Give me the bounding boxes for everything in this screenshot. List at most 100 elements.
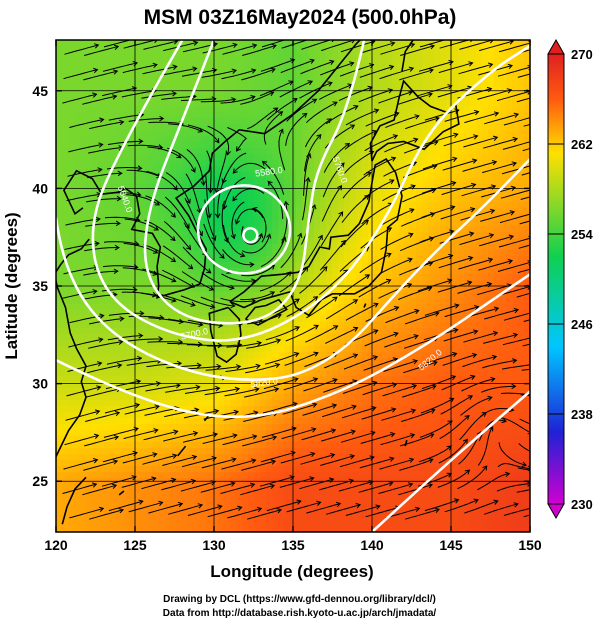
field-cell <box>224 40 231 47</box>
field-cell <box>308 406 315 413</box>
field-cell <box>122 154 129 161</box>
field-cell <box>200 316 207 323</box>
field-cell <box>104 454 111 461</box>
field-cell <box>140 178 147 185</box>
field-cell <box>278 244 285 251</box>
field-cell <box>206 136 213 143</box>
field-cell <box>386 442 393 449</box>
field-cell <box>302 208 309 215</box>
field-cell <box>116 76 123 83</box>
field-cell <box>392 88 399 95</box>
field-cell <box>308 136 315 143</box>
field-cell <box>80 514 87 521</box>
field-cell <box>224 88 231 95</box>
field-cell <box>380 316 387 323</box>
field-cell <box>266 454 273 461</box>
field-cell <box>56 52 63 59</box>
field-cell <box>170 46 177 53</box>
field-cell <box>380 226 387 233</box>
field-cell <box>236 40 243 47</box>
field-cell <box>362 214 369 221</box>
field-cell <box>200 424 207 431</box>
field-cell <box>62 376 69 383</box>
field-cell <box>122 268 129 275</box>
field-cell <box>146 406 153 413</box>
field-cell <box>86 514 93 521</box>
field-cell <box>80 64 87 71</box>
field-cell <box>152 238 159 245</box>
field-cell <box>254 148 261 155</box>
field-cell <box>164 112 171 119</box>
field-cell <box>242 148 249 155</box>
field-cell <box>362 178 369 185</box>
field-cell <box>152 196 159 203</box>
field-cell <box>110 424 117 431</box>
field-cell <box>332 82 339 89</box>
field-cell <box>110 76 117 83</box>
field-cell <box>374 508 381 515</box>
field-cell <box>362 394 369 401</box>
field-cell <box>104 520 111 527</box>
field-cell <box>218 352 225 359</box>
field-cell <box>230 82 237 89</box>
field-cell <box>386 76 393 83</box>
field-cell <box>416 328 423 335</box>
field-cell <box>74 190 81 197</box>
field-cell <box>302 298 309 305</box>
field-cell <box>314 286 321 293</box>
field-cell <box>86 274 93 281</box>
field-cell <box>218 406 225 413</box>
field-cell <box>350 166 357 173</box>
field-cell <box>224 160 231 167</box>
field-cell <box>314 442 321 449</box>
field-cell <box>86 448 93 455</box>
field-cell <box>410 268 417 275</box>
field-cell <box>104 274 111 281</box>
field-cell <box>134 400 141 407</box>
field-cell <box>170 100 177 107</box>
field-cell <box>296 508 303 515</box>
field-cell <box>62 520 69 527</box>
field-cell <box>272 154 279 161</box>
field-cell <box>404 298 411 305</box>
field-cell <box>398 316 405 323</box>
field-cell <box>200 280 207 287</box>
field-cell <box>266 40 273 47</box>
field-cell <box>182 214 189 221</box>
field-cell <box>374 184 381 191</box>
field-cell <box>194 394 201 401</box>
field-cell <box>194 172 201 179</box>
field-cell <box>68 184 75 191</box>
field-cell <box>92 232 99 239</box>
field-cell <box>224 202 231 209</box>
field-cell <box>254 166 261 173</box>
field-cell <box>56 172 63 179</box>
field-cell <box>380 418 387 425</box>
field-cell <box>188 160 195 167</box>
field-cell <box>74 202 81 209</box>
field-cell <box>272 88 279 95</box>
field-cell <box>56 112 63 119</box>
field-cell <box>194 58 201 65</box>
field-cell <box>182 442 189 449</box>
field-cell <box>368 442 375 449</box>
field-cell <box>380 454 387 461</box>
field-cell <box>98 82 105 89</box>
field-cell <box>356 364 363 371</box>
field-cell <box>278 514 285 521</box>
field-cell <box>272 250 279 257</box>
field-cell <box>206 442 213 449</box>
field-cell <box>398 166 405 173</box>
field-cell <box>104 370 111 377</box>
field-cell <box>176 178 183 185</box>
field-cell <box>416 160 423 167</box>
field-cell <box>272 226 279 233</box>
field-cell <box>170 484 177 491</box>
field-cell <box>236 46 243 53</box>
field-cell <box>392 472 399 479</box>
field-cell <box>260 286 267 293</box>
field-cell <box>356 232 363 239</box>
field-cell <box>224 292 231 299</box>
field-cell <box>152 346 159 353</box>
field-cell <box>224 352 231 359</box>
